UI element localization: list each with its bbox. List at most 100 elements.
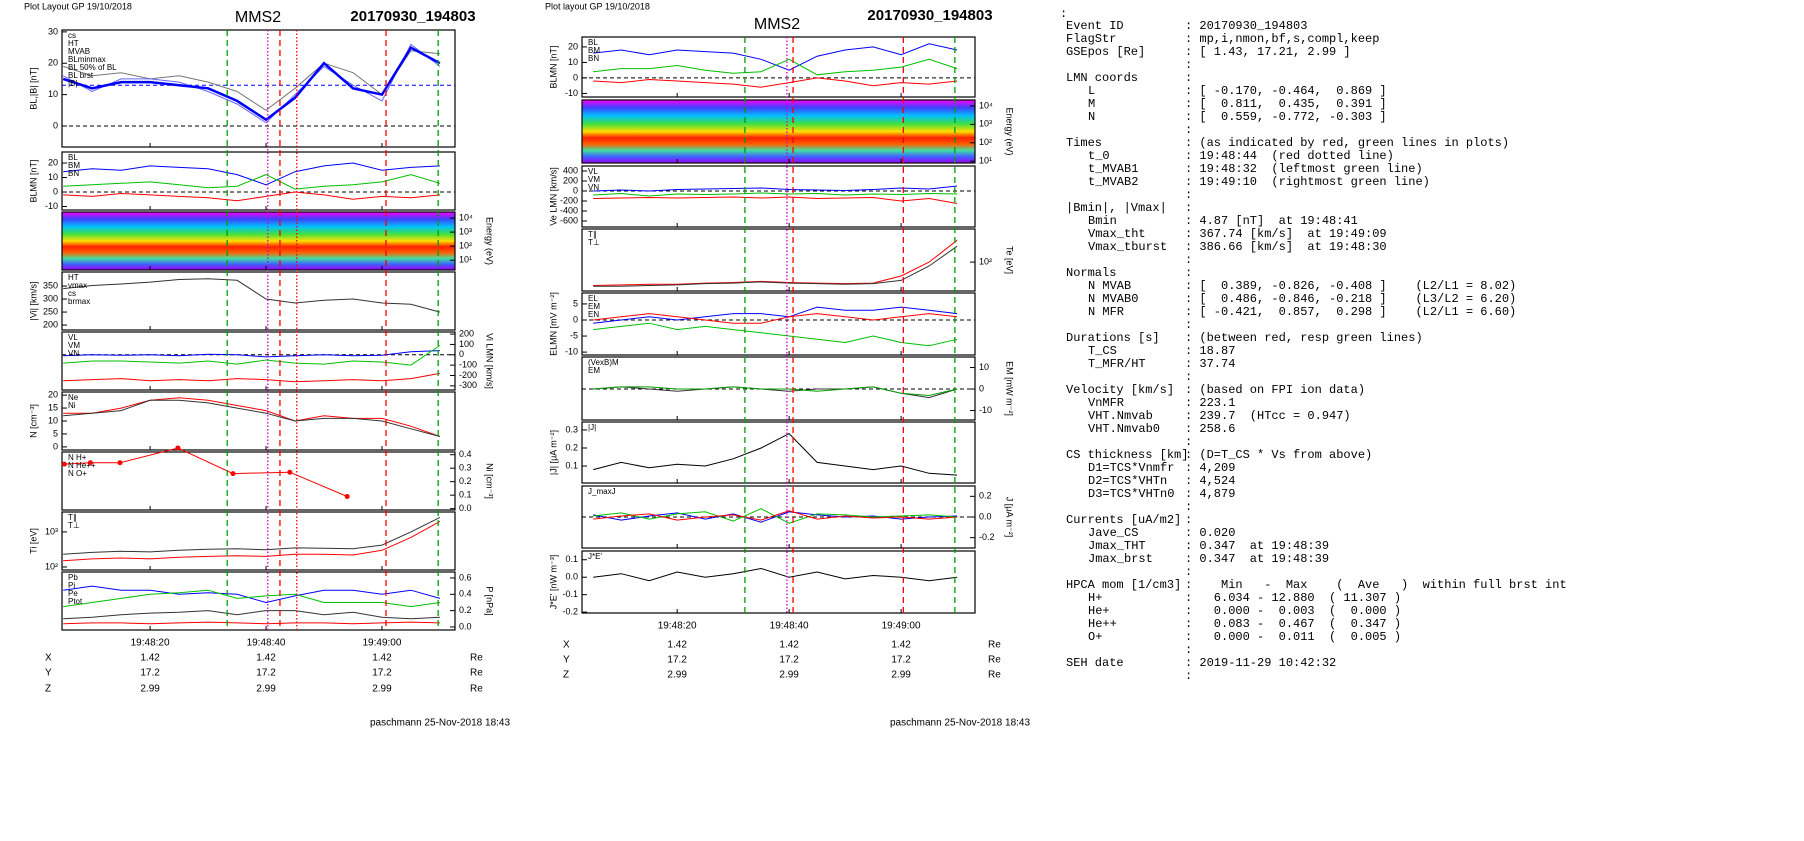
legend-entry: Ni [68, 401, 76, 410]
report-value: : 367.74 [km/s] at 19:49:09 [1185, 227, 1387, 241]
separator: : [1185, 669, 1192, 683]
series-line [63, 585, 441, 604]
legend-entry: BL [588, 38, 598, 47]
y-tick-label: -5 [570, 330, 578, 340]
panel: |J| [μA m⁻²] 0.1 0.2 0.3 |J| [548, 421, 976, 484]
panel-frame [581, 421, 976, 484]
report-value: : [1185, 513, 1192, 527]
y-axis-label: |J| [μA m⁻²] [548, 430, 558, 475]
separator: : [1185, 565, 1192, 579]
report-label: CS thickness [km] [1066, 448, 1188, 462]
y-tick-label: 0 [53, 441, 58, 451]
y-tick-label: 0.0 [979, 511, 992, 521]
panel-frame [581, 550, 976, 614]
coord-value: 17.2 [140, 668, 160, 679]
y-axis-label: BL,|B| [nT] [28, 67, 38, 109]
report-label: |Bmin|, |Vmax| [1066, 201, 1167, 215]
report-label: O+ [1088, 630, 1102, 644]
report-label: Bmin [1088, 214, 1117, 228]
report-label: N [1088, 110, 1095, 124]
y-tick-label: 10⁴ [979, 100, 993, 110]
y-tick-label: -300 [459, 380, 477, 390]
coord-unit: Re [470, 653, 483, 664]
legend-entry: Ne [68, 393, 79, 402]
data-point [230, 471, 236, 477]
y-tick-label: 0.2 [565, 442, 578, 452]
report-label: Jmax_brst [1088, 552, 1153, 566]
report-value: : 4,209 [1185, 461, 1235, 475]
separator: : [1185, 58, 1192, 72]
y-axis-label: Te [eV] [1005, 246, 1015, 274]
panel: J [μA m⁻²] -0.2 0.0 0.2 J_maxJ [581, 485, 1015, 549]
y-tick-label: 100 [459, 339, 474, 349]
series-line [63, 278, 441, 313]
panel-frame [581, 228, 976, 292]
legend-entry: brmax [68, 297, 90, 306]
report-value: : mp,i,nmon,bf,s,compl,keep [1185, 32, 1379, 46]
panel-frame [581, 165, 976, 228]
report-label: Event ID [1066, 19, 1124, 33]
y-axis-label: J [μA m⁻²] [1005, 497, 1015, 537]
separator: : [1185, 188, 1192, 202]
panel-frame [61, 511, 456, 571]
report-value: : 37.74 [1185, 357, 1235, 371]
series-line [593, 567, 958, 582]
report-value: : 258.6 [1185, 422, 1235, 436]
y-tick-label: 10³ [45, 526, 58, 536]
y-tick-label: 10³ [459, 226, 472, 236]
y-tick-label: 0 [573, 314, 578, 324]
legend-entry: N H+ [68, 453, 87, 462]
legend-entry: J*E' [588, 552, 602, 561]
series-line [593, 196, 958, 204]
legend-entry: N He++ [68, 461, 96, 470]
report-value: : [ 0.811, 0.435, 0.391 ] [1185, 97, 1387, 111]
y-tick-label: 30 [48, 26, 58, 36]
y-axis-label: Ve LMN [km/s] [548, 167, 558, 226]
y-tick-label: -400 [560, 205, 578, 215]
report-value: : [1185, 201, 1192, 215]
y-tick-label: -0.1 [562, 589, 578, 599]
report-label: N MVAB0 [1088, 292, 1138, 306]
report-label: LMN coords [1066, 71, 1138, 85]
panel: Ti [eV] 10² 10³ T∥T⊥ [28, 511, 456, 571]
legend-entry: T⊥ [68, 521, 80, 530]
report-value: : 0.020 [1185, 526, 1235, 540]
data-point [287, 469, 293, 475]
y-tick-label: 0.0 [459, 621, 472, 631]
y-tick-label: 0.0 [459, 503, 472, 513]
coord-label: Y [45, 668, 52, 679]
series-line [593, 510, 958, 521]
report-label: Durations [s] [1066, 331, 1160, 345]
report-label: D3=TCS*VHTn0 [1088, 487, 1174, 501]
separator: : [1185, 253, 1192, 267]
y-tick-label: 10² [459, 241, 472, 251]
report-value: : [ 0.486, -0.846, -0.218 ] (L3/L2 = 6.2… [1185, 292, 1516, 306]
coord-value: 17.2 [779, 655, 799, 666]
coord-value: 17.2 [891, 655, 911, 666]
y-tick-label: 0.1 [565, 460, 578, 470]
y-tick-label: 20 [48, 389, 58, 399]
series-line [63, 610, 440, 620]
legend-entry: BL [68, 153, 78, 162]
report-value: : [1185, 71, 1192, 85]
panel-frame [581, 36, 976, 98]
legend-entry: MVAB [68, 47, 90, 56]
y-tick-label: 0.1 [459, 490, 472, 500]
header-event: 20170930_194803 [350, 8, 475, 25]
legend-entry: cs [68, 31, 76, 40]
series-line [63, 520, 441, 562]
y-axis-label: Ti [eV] [28, 528, 38, 554]
series-line [63, 399, 441, 437]
y-tick-label: 0 [979, 383, 984, 393]
y-tick-label: -200 [560, 195, 578, 205]
y-tick-label: -100 [459, 360, 477, 370]
report-label: Vmax_tburst [1088, 240, 1167, 254]
legend-entry: VM [68, 341, 80, 350]
legend-entry: |B| [68, 79, 78, 88]
header-spacecraft: MMS2 [235, 9, 281, 26]
report-label: Normals [1066, 266, 1116, 280]
y-tick-label: 350 [43, 280, 58, 290]
